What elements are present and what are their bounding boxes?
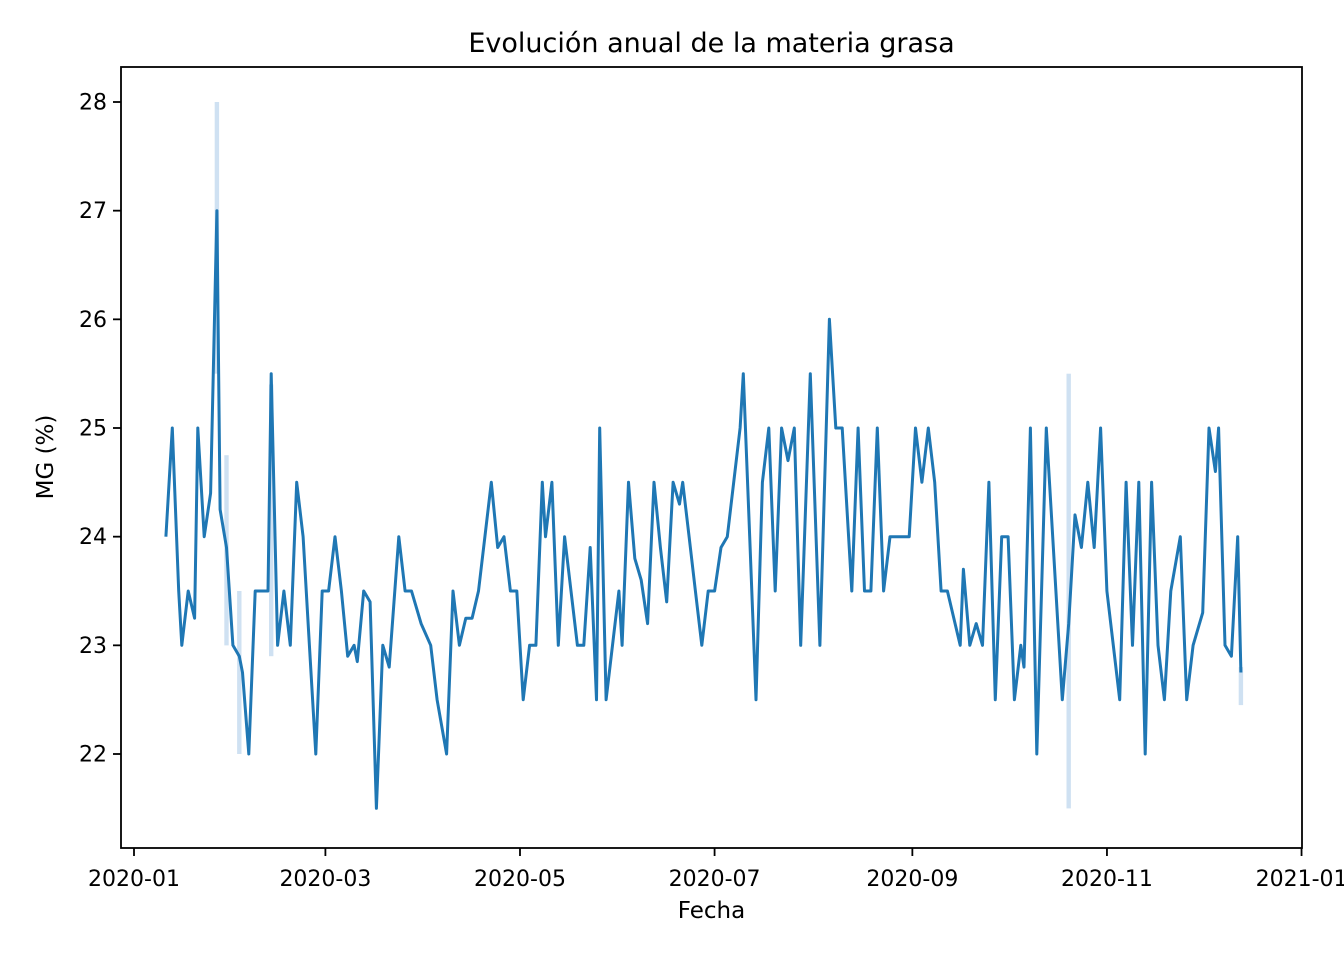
y-tick-label: 25 — [79, 417, 107, 442]
y-tick-label: 24 — [79, 525, 107, 550]
x-tick-label: 2020-11 — [1061, 867, 1153, 892]
x-axis-label: Fecha — [677, 898, 746, 924]
data-line — [164, 209, 1243, 810]
chart-title: Evolución anual de la materia grasa — [468, 28, 955, 59]
error-band — [269, 384, 274, 657]
y-tick-label: 22 — [79, 743, 107, 768]
y-tick-label: 27 — [79, 199, 107, 224]
x-tick-label: 2020-03 — [279, 867, 371, 892]
x-tick-label: 2020-07 — [669, 867, 761, 892]
x-tick-label: 2020-05 — [474, 867, 566, 892]
plot-border — [120, 66, 1303, 849]
x-tick-label: 2021-01 — [1256, 867, 1344, 892]
error-band — [237, 591, 242, 754]
x-tick-label: 2020-09 — [866, 867, 958, 892]
y-tick-label: 28 — [79, 91, 107, 116]
y-tick-label: 23 — [79, 634, 107, 659]
error-band — [1238, 667, 1244, 706]
x-tick-label: 2020-01 — [88, 867, 180, 892]
error-band — [1066, 373, 1071, 809]
y-tick-label: 26 — [79, 308, 107, 333]
